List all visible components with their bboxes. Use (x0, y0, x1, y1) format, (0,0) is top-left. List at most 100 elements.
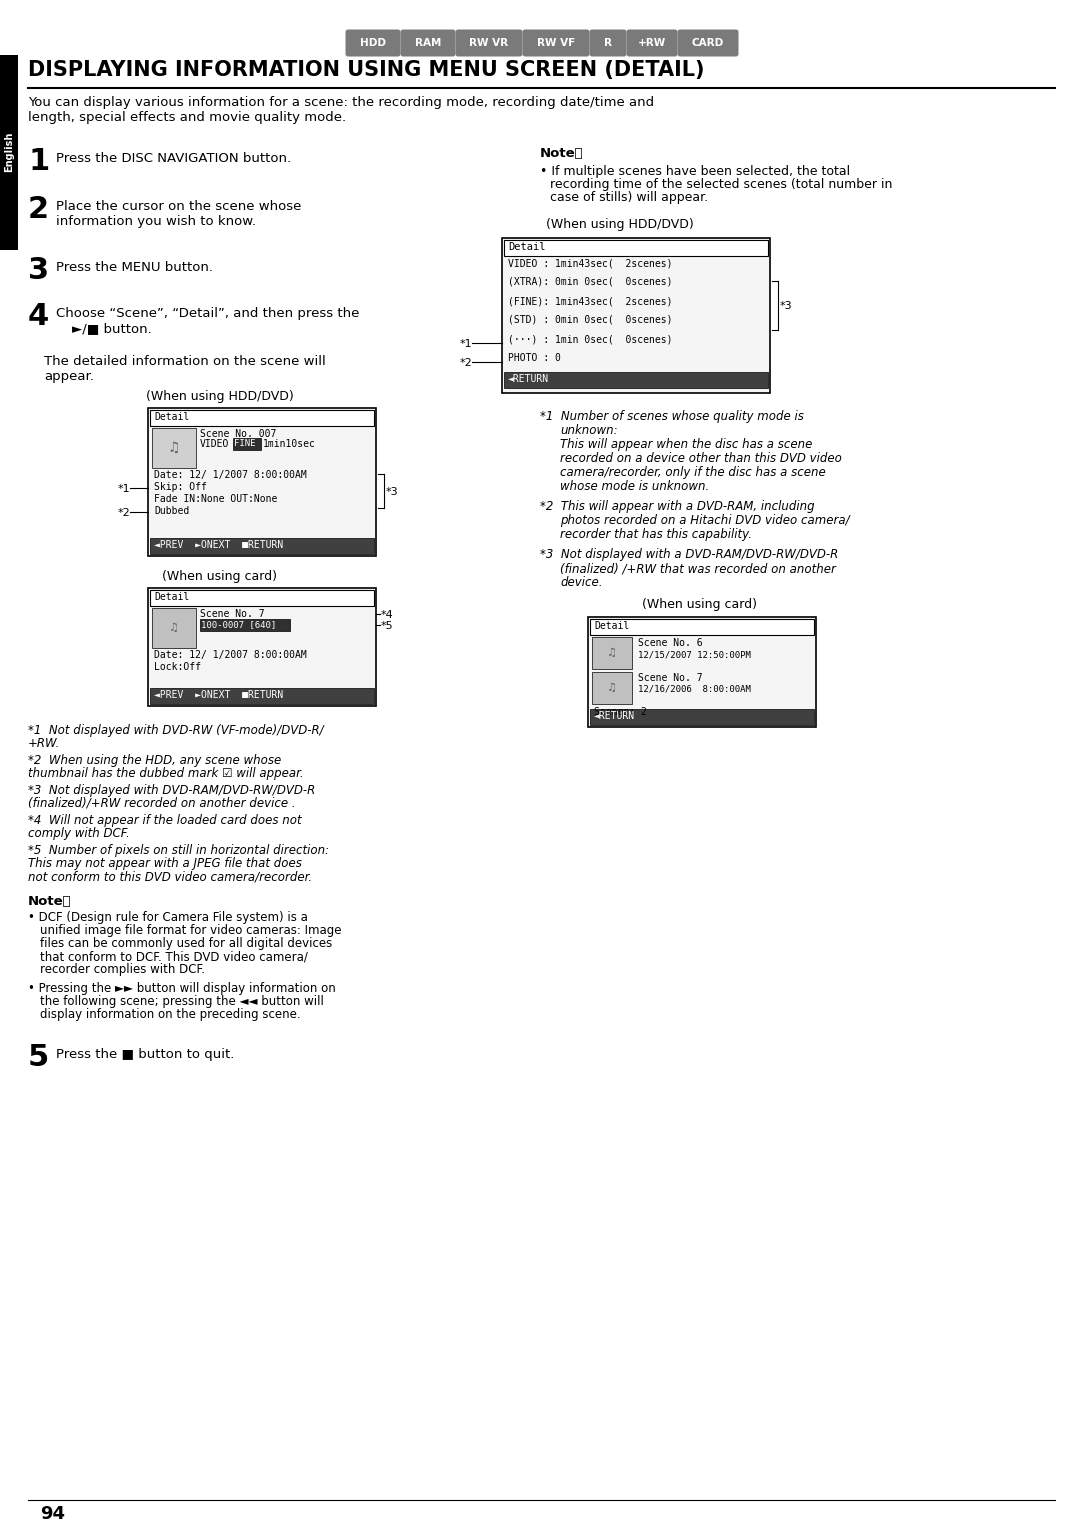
Text: *3  Not displayed with a DVD-RAM/DVD-RW/DVD-R: *3 Not displayed with a DVD-RAM/DVD-RW/D… (540, 547, 838, 561)
Text: ♫: ♫ (168, 622, 179, 633)
Bar (233, 437, 261, 450)
Text: Detail: Detail (154, 592, 189, 602)
Text: Scene No. 7: Scene No. 7 (638, 673, 703, 683)
Bar (150, 410, 374, 427)
Text: (finalized) /+RW that was recorded on another: (finalized) /+RW that was recorded on an… (561, 563, 836, 575)
Text: unknown:: unknown: (561, 424, 618, 437)
Bar (504, 372, 768, 388)
Bar (150, 590, 374, 605)
Text: FINE: FINE (234, 439, 256, 448)
Text: (FINE): 1min43sec(  2scenes): (FINE): 1min43sec( 2scenes) (508, 297, 673, 306)
Text: display information on the preceding scene.: display information on the preceding sce… (40, 1008, 300, 1021)
Text: 5: 5 (28, 1043, 50, 1072)
Text: Press the DISC NAVIGATION button.: Press the DISC NAVIGATION button. (56, 151, 292, 165)
Bar (200, 619, 291, 631)
Text: 12/15/2007 12:50:00PM: 12/15/2007 12:50:00PM (638, 650, 751, 659)
Bar (502, 239, 770, 393)
Bar (504, 240, 768, 255)
Text: 100-0007 [640]: 100-0007 [640] (201, 619, 276, 628)
Text: *2: *2 (460, 358, 473, 368)
Text: 94: 94 (40, 1505, 65, 1523)
Text: VIDEO : 1min43sec(  2scenes): VIDEO : 1min43sec( 2scenes) (508, 258, 673, 268)
Bar (590, 709, 814, 725)
Text: ♫: ♫ (607, 683, 617, 693)
Text: thumbnail has the dubbed mark ☑ will appear.: thumbnail has the dubbed mark ☑ will app… (28, 768, 303, 780)
Text: *1  Not displayed with DVD-RW (VF-mode)/DVD-R/: *1 Not displayed with DVD-RW (VF-mode)/D… (28, 725, 324, 737)
Text: unified image file format for video cameras: Image: unified image file format for video came… (40, 924, 341, 937)
Text: 2: 2 (28, 196, 49, 225)
Text: 3: 3 (28, 255, 49, 284)
Text: Lock:Off: Lock:Off (154, 662, 201, 673)
Text: whose mode is unknown.: whose mode is unknown. (561, 480, 710, 492)
Text: ◄RETURN: ◄RETURN (508, 375, 549, 384)
Text: Place the cursor on the scene whose
information you wish to know.: Place the cursor on the scene whose info… (56, 200, 301, 228)
Text: The detailed information on the scene will: The detailed information on the scene wi… (44, 355, 326, 368)
Text: *2: *2 (118, 508, 131, 518)
Text: case of stills) will appear.: case of stills) will appear. (550, 191, 708, 203)
Text: Note：: Note： (28, 894, 71, 908)
Text: Fade IN:None OUT:None: Fade IN:None OUT:None (154, 494, 278, 505)
FancyBboxPatch shape (677, 29, 739, 57)
Text: (STD) : 0min 0sec(  0scenes): (STD) : 0min 0sec( 0scenes) (508, 315, 673, 326)
Bar (152, 609, 195, 648)
Text: ►/■ button.: ►/■ button. (72, 323, 152, 335)
Text: Date: 12/ 1/2007 8:00:00AM: Date: 12/ 1/2007 8:00:00AM (154, 650, 307, 661)
Text: Skip: Off: Skip: Off (154, 482, 207, 492)
Text: *2  When using the HDD, any scene whose: *2 When using the HDD, any scene whose (28, 754, 281, 768)
FancyBboxPatch shape (346, 29, 401, 57)
Bar (148, 589, 376, 706)
Text: CARD: CARD (692, 38, 724, 47)
Text: *4: *4 (381, 610, 394, 619)
Text: ◄PREV  ►ONEXT  ■RETURN: ◄PREV ►ONEXT ■RETURN (154, 690, 283, 700)
Text: *3: *3 (780, 301, 793, 310)
Text: Detail: Detail (508, 242, 545, 252)
Text: +RW.: +RW. (28, 737, 60, 751)
Text: Choose “Scene”, “Detail”, and then press the: Choose “Scene”, “Detail”, and then press… (56, 307, 360, 320)
Text: 4: 4 (28, 303, 50, 330)
Text: ◄RETURN: ◄RETURN (594, 711, 635, 722)
Text: +RW: +RW (638, 38, 666, 47)
Text: (XTRA): 0min 0sec(  0scenes): (XTRA): 0min 0sec( 0scenes) (508, 277, 673, 287)
Text: photos recorded on a Hitachi DVD video camera/: photos recorded on a Hitachi DVD video c… (561, 514, 850, 528)
Text: recorder that has this capability.: recorder that has this capability. (561, 528, 752, 541)
Bar (152, 428, 195, 468)
Text: Press the ■ button to quit.: Press the ■ button to quit. (56, 1047, 234, 1061)
Text: device.: device. (561, 576, 603, 589)
Text: *4  Will not appear if the loaded card does not: *4 Will not appear if the loaded card do… (28, 813, 301, 827)
FancyBboxPatch shape (456, 29, 523, 57)
Text: (When using HDD/DVD): (When using HDD/DVD) (546, 219, 693, 231)
Text: PHOTO : 0: PHOTO : 0 (508, 353, 561, 362)
Text: VIDEO: VIDEO (200, 439, 229, 450)
Bar (592, 638, 632, 670)
Text: *2  This will appear with a DVD-RAM, including: *2 This will appear with a DVD-RAM, incl… (540, 500, 814, 514)
Text: recorded on a device other than this DVD video: recorded on a device other than this DVD… (561, 453, 842, 465)
Text: ◄PREV  ►ONEXT  ■RETURN: ◄PREV ►ONEXT ■RETURN (154, 540, 283, 550)
Text: ♫: ♫ (167, 440, 180, 456)
Text: • Pressing the ►► button will display information on: • Pressing the ►► button will display in… (28, 982, 336, 995)
Text: This may not appear with a JPEG file that does: This may not appear with a JPEG file tha… (28, 856, 302, 870)
Text: 1min10sec: 1min10sec (264, 439, 315, 450)
Text: Press the MENU button.: Press the MENU button. (56, 261, 213, 274)
Text: (finalized)/+RW recorded on another device .: (finalized)/+RW recorded on another devi… (28, 797, 296, 810)
Bar (590, 619, 814, 635)
Text: *3: *3 (386, 488, 399, 497)
Bar (588, 618, 816, 726)
Text: that conform to DCF. This DVD video camera/: that conform to DCF. This DVD video came… (40, 950, 308, 963)
Text: camera/recorder, only if the disc has a scene: camera/recorder, only if the disc has a … (561, 466, 826, 479)
Text: *1  Number of scenes whose quality mode is: *1 Number of scenes whose quality mode i… (540, 410, 804, 424)
Text: Note：: Note： (540, 147, 583, 161)
Text: 1: 1 (28, 147, 50, 176)
Text: recording time of the selected scenes (total number in: recording time of the selected scenes (t… (550, 177, 892, 191)
Text: 12/16/2006  8:00:00AM: 12/16/2006 8:00:00AM (638, 685, 751, 694)
Text: files can be commonly used for all digital devices: files can be commonly used for all digit… (40, 937, 333, 950)
Text: You can display various information for a scene: the recording mode, recording d: You can display various information for … (28, 96, 654, 124)
Text: (···) : 1min 0sec(  0scenes): (···) : 1min 0sec( 0scenes) (508, 333, 673, 344)
Text: Detail: Detail (154, 411, 189, 422)
Text: comply with DCF.: comply with DCF. (28, 827, 130, 839)
Text: (When using card): (When using card) (162, 570, 278, 583)
Text: *1: *1 (118, 485, 131, 494)
Text: Detail: Detail (594, 621, 630, 631)
Text: Scene No. 7: Scene No. 7 (200, 609, 265, 619)
Text: RW VF: RW VF (537, 38, 576, 47)
Text: R: R (604, 38, 612, 47)
